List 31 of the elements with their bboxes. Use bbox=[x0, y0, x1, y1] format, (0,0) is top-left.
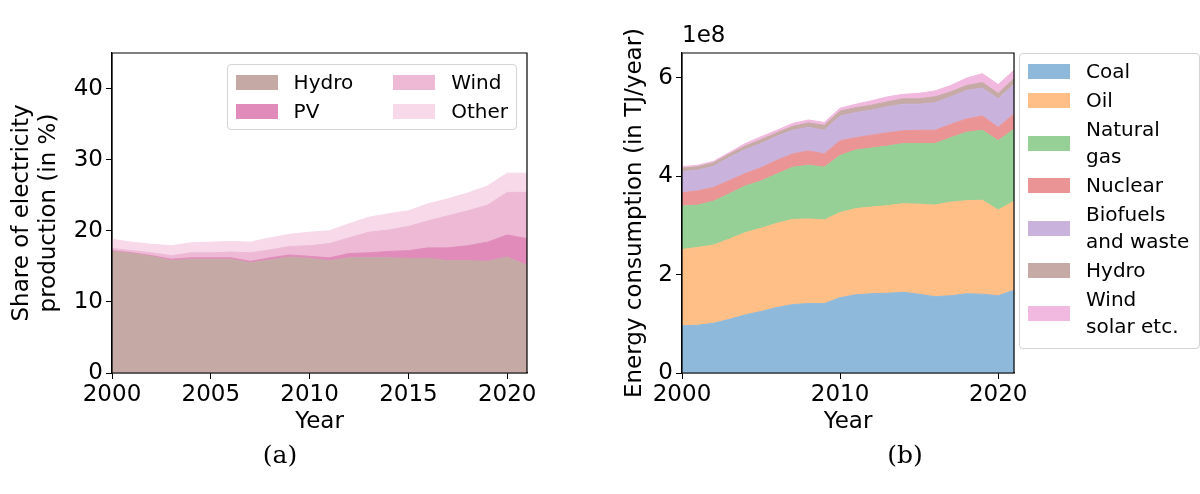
legend-label: PV bbox=[293, 98, 320, 125]
y-tick-label: 6 bbox=[658, 62, 673, 89]
text: 1e8 bbox=[682, 21, 726, 48]
x-tick-label: 2005 bbox=[181, 379, 241, 406]
y-tick-label: 10 bbox=[73, 286, 103, 313]
x-tick-label: 2020 bbox=[968, 379, 1028, 406]
text: (a) bbox=[261, 440, 299, 469]
y-tick-label: 2 bbox=[658, 259, 673, 286]
legend-label: Oil bbox=[1086, 87, 1114, 114]
y-axis-title: Energy consumption (in TJ/year) bbox=[619, 27, 646, 399]
x-tick-label: 2015 bbox=[379, 379, 438, 406]
legend-label: Natural gas bbox=[1086, 116, 1161, 170]
y-tick-label: 4 bbox=[658, 161, 673, 188]
legend-label: Wind bbox=[451, 69, 502, 96]
legend-label: Hydro bbox=[1086, 257, 1147, 284]
x-tick-label: 2010 bbox=[280, 379, 339, 406]
legend-label: Wind solar etc. bbox=[1086, 286, 1180, 340]
y-axis-title: Share of electricity production (in %) bbox=[6, 104, 61, 322]
legend-label: Biofuels and waste bbox=[1086, 201, 1191, 255]
text: (b) bbox=[886, 440, 924, 469]
x-tick-label: 2010 bbox=[810, 379, 870, 406]
y-tick-label: 40 bbox=[73, 73, 103, 100]
y-tick-label: 30 bbox=[73, 144, 103, 171]
legend-label: Other bbox=[451, 98, 508, 125]
x-tick-label: 2020 bbox=[477, 379, 537, 406]
x-axis-title: Year bbox=[822, 407, 873, 434]
y-tick-label: 20 bbox=[73, 215, 103, 242]
legend-label: Nuclear bbox=[1086, 172, 1164, 199]
legend-label: Coal bbox=[1086, 58, 1132, 85]
legend-label: Hydro bbox=[293, 69, 354, 96]
x-axis-title: Year bbox=[294, 407, 345, 434]
